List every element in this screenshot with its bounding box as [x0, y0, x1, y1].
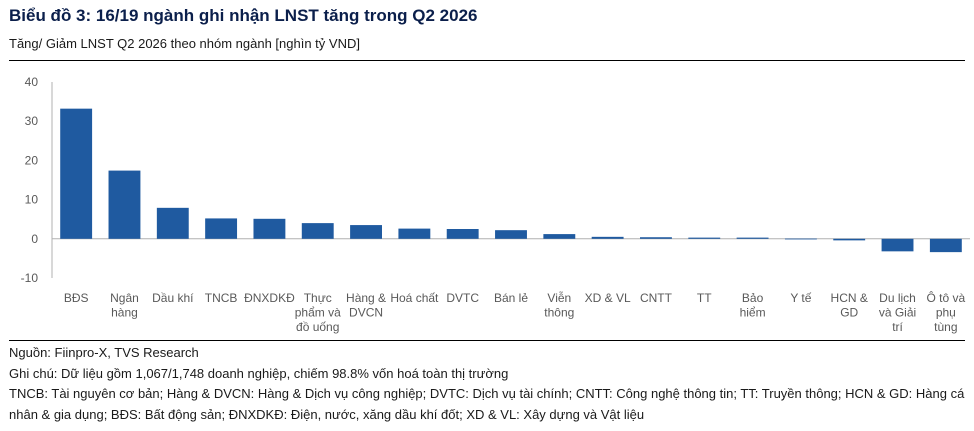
x-tick-label: Hàng & DVCN — [346, 291, 386, 320]
bar — [833, 238, 866, 241]
x-tick-label: Hoá chất — [390, 291, 439, 305]
x-tick-label: ĐNXDKĐ — [244, 291, 295, 305]
bar — [156, 207, 189, 239]
x-tick-label: DVTC — [446, 291, 479, 305]
chart-title: Biểu đồ 3: 16/19 ngành ghi nhận LNST tăn… — [9, 6, 478, 25]
bar-chart: 40 30 20 10 0 -10 BĐS Ngân hàng Dầu khí TNCB ĐNXDK… — [21, 75, 970, 334]
bar — [929, 238, 962, 253]
x-tick-label: TNCB — [205, 291, 238, 305]
x-tick-label: Bán lẻ — [494, 291, 528, 305]
bar — [640, 237, 672, 239]
bar — [301, 223, 334, 239]
y-tick-label: 40 — [25, 75, 39, 89]
abbreviation-note: TNCB: Tài nguyên cơ bản; Hàng & DVCN: Hà… — [9, 386, 965, 422]
x-tick-label: Du lịch và Giải trí — [879, 291, 916, 334]
bar — [543, 234, 576, 239]
bar — [446, 229, 479, 239]
x-tick-label: Y tế — [790, 291, 811, 305]
data-note: Ghi chú: Dữ liệu gồm 1,067/1,748 doanh n… — [9, 365, 509, 381]
y-tick-label: 30 — [25, 114, 39, 128]
x-tick-label: Ngân hàng — [110, 291, 139, 320]
source-note: Nguồn: Fiinpro-X, TVS Research — [9, 345, 199, 360]
top-divider — [9, 60, 965, 61]
x-tick-label: Thực phẩm và đồ uống — [295, 291, 341, 334]
bar — [784, 238, 817, 240]
x-tick-label: Dầu khí — [152, 291, 194, 305]
x-tick-label: Ô tô và phụ tùng — [926, 290, 965, 334]
x-tick-label: TT — [697, 291, 712, 305]
chart-notes: Nguồn: Fiinpro-X, TVS Research Ghi chú: … — [9, 343, 965, 425]
bar — [495, 230, 527, 239]
x-tick-label: XD & VL — [585, 291, 631, 305]
bar — [205, 218, 238, 239]
x-tick-label: CNTT — [640, 291, 673, 305]
x-tick-label: Viễn thông — [544, 290, 574, 320]
chart-subtitle: Tăng/ Giảm LNST Q2 2026 theo nhóm ngành … — [9, 36, 360, 51]
y-tick-label: 10 — [25, 193, 39, 207]
x-tick-label: Bảo hiểm — [740, 291, 766, 320]
y-tick-label: 20 — [25, 153, 39, 167]
y-tick-label: -10 — [21, 271, 39, 285]
bar — [688, 237, 721, 239]
bar — [108, 170, 141, 239]
bar — [591, 236, 624, 239]
bar — [253, 218, 286, 239]
x-tick-label: HCN & GD — [831, 291, 868, 320]
bar — [398, 228, 431, 239]
y-tick-label: 0 — [31, 232, 38, 246]
bar — [881, 238, 914, 252]
y-axis: 40 30 20 10 0 -10 — [21, 75, 970, 285]
bar — [736, 237, 769, 239]
bar — [350, 225, 382, 239]
x-tick-label: BĐS — [64, 291, 89, 305]
x-axis-labels: BĐS Ngân hàng Dầu khí TNCB ĐNXDKĐ Thực phẩm và đ… — [64, 290, 966, 334]
bar — [60, 108, 93, 239]
bottom-divider — [9, 340, 965, 341]
bars — [60, 108, 962, 253]
